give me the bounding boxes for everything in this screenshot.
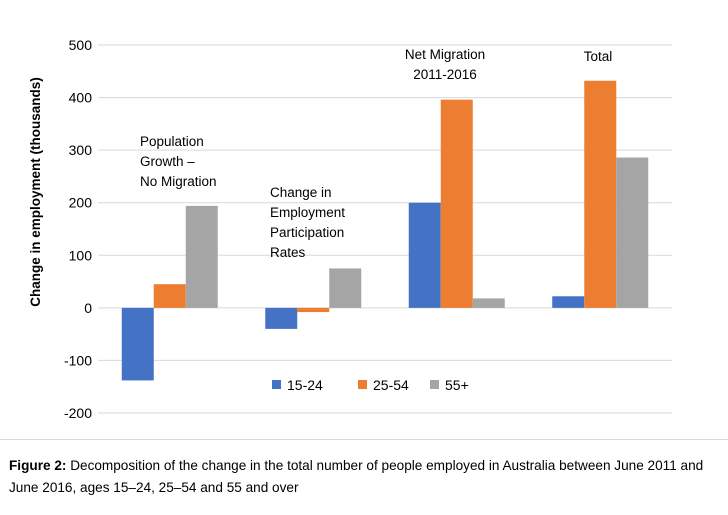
- bar-25-54: [297, 307, 330, 313]
- bar-55-: [472, 298, 505, 308]
- category-annotation: Net Migration 2011-2016: [405, 47, 485, 82]
- y-tick-label: 500: [69, 37, 93, 53]
- category-annotation-line: 2011-2016: [413, 67, 477, 82]
- category-annotation-line: Total: [584, 49, 613, 64]
- category-annotation-line: Rates: [270, 245, 306, 260]
- category-annotation-line: Participation: [270, 225, 344, 240]
- y-tick-label: 300: [69, 142, 93, 158]
- y-tick-label: 0: [84, 300, 92, 316]
- legend-swatch: [272, 380, 281, 389]
- legend-label: 55+: [445, 377, 469, 393]
- chart-frame: 500 400 300 200 100 0 -100 -200 Population Growt…: [0, 37, 728, 440]
- y-tick-label: -200: [64, 405, 92, 421]
- category-annotation: Population Growth – No Migration: [140, 134, 217, 189]
- legend-swatch: [358, 380, 367, 389]
- caption-text: Decomposition of the change in the total…: [9, 458, 704, 495]
- y-tick-label: -100: [64, 352, 92, 368]
- y-tick-label: 200: [69, 195, 93, 211]
- category-annotation-line: Population: [140, 134, 204, 149]
- category-annotation-line: Growth –: [140, 154, 195, 169]
- bar-55-: [616, 157, 649, 308]
- legend-label: 25-54: [373, 377, 409, 393]
- bar-55-: [329, 268, 362, 308]
- bar-15-24: [121, 307, 154, 381]
- y-tick-label: 100: [69, 247, 93, 263]
- bar-25-54: [584, 80, 617, 308]
- bar-55-: [185, 205, 218, 308]
- category-annotation: Change in Employment Participation Rates: [270, 185, 345, 260]
- bar-15-24: [408, 202, 441, 308]
- category-annotation-line: Change in: [270, 185, 332, 200]
- bar-chart: 500 400 300 200 100 0 -100 -200 Population Growt…: [28, 37, 672, 421]
- bar-25-54: [440, 99, 473, 308]
- y-tick-label: 400: [69, 90, 93, 106]
- bar-15-24: [265, 307, 298, 329]
- legend-swatch: [430, 380, 439, 389]
- category-annotation: Total: [584, 49, 613, 64]
- category-annotation-line: Net Migration: [405, 47, 485, 62]
- y-axis-label: Change in employment (thousands): [28, 77, 43, 307]
- figure-caption: Figure 2: Decomposition of the change in…: [9, 455, 721, 499]
- legend-label: 15-24: [287, 377, 323, 393]
- category-annotation-line: No Migration: [140, 174, 217, 189]
- bar-15-24: [552, 296, 585, 308]
- category-annotation-line: Employment: [270, 205, 345, 220]
- bar-25-54: [153, 284, 186, 308]
- caption-label: Figure 2:: [9, 458, 67, 473]
